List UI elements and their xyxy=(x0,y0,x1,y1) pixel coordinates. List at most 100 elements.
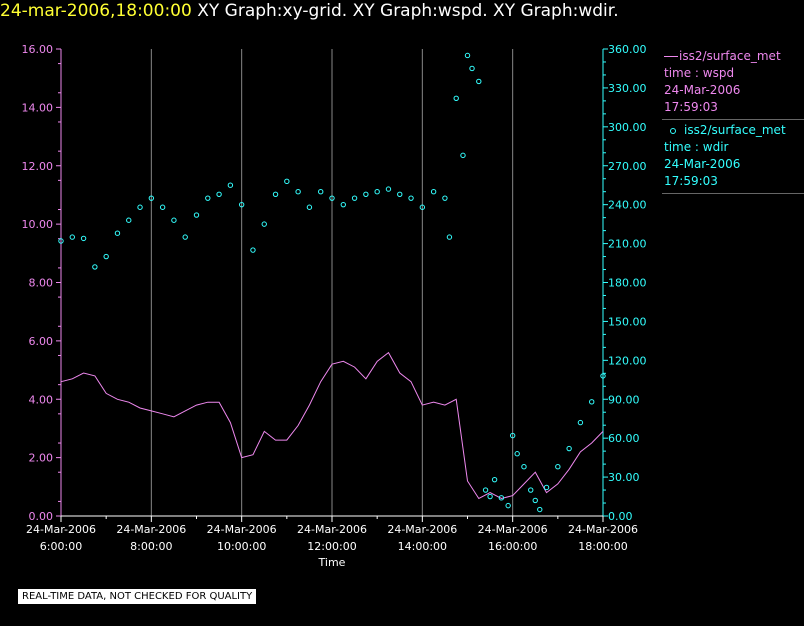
series-wdir-point xyxy=(514,451,520,457)
x-tick-label-date: 24-Mar-2006 xyxy=(387,523,457,536)
series-wdir-point xyxy=(340,201,346,208)
legend-source-wspd: iss2/surface_met xyxy=(679,49,781,63)
series-wdir-point xyxy=(238,201,245,208)
right-y-tick-label: 240.00 xyxy=(608,199,647,212)
x-tick-label-date: 24-Mar-2006 xyxy=(297,523,367,536)
series-wdir-point xyxy=(69,234,75,240)
legend-variable-wspd: time : wspd xyxy=(664,66,735,80)
x-tick-label-date: 24-Mar-2006 xyxy=(478,523,548,536)
series-wdir-point xyxy=(566,445,572,452)
right-y-tick-label: 270.00 xyxy=(608,160,647,173)
left-y-tick-label: 4.00 xyxy=(29,393,54,406)
legend-variable-wdir: time : wdir xyxy=(664,140,729,154)
series-wdir-point xyxy=(537,506,543,513)
series-wdir-point xyxy=(272,191,279,197)
series-wdir-point xyxy=(487,493,493,500)
series-wdir-point xyxy=(261,221,267,227)
right-y-tick-label: 330.00 xyxy=(608,82,647,95)
graph-list-label: XY Graph:xy-grid. XY Graph:wspd. XY Grap… xyxy=(197,1,619,21)
series-wdir-point xyxy=(476,78,482,85)
series-wdir-point xyxy=(126,217,132,223)
right-y-tick-label: 120.00 xyxy=(608,354,647,367)
series-wdir-point xyxy=(532,497,538,504)
right-y-tick-label: 30.00 xyxy=(608,471,640,484)
left-y-tick-label: 12.00 xyxy=(22,160,54,173)
legend-time-wdir: 17:59:03 xyxy=(664,174,718,188)
series-wdir-point xyxy=(58,238,64,244)
series-wdir-point xyxy=(351,195,358,201)
line-swatch-icon xyxy=(664,56,678,57)
right-y-tick-label: 90.00 xyxy=(608,393,640,406)
series-wdir-point xyxy=(453,95,459,101)
series-wdir-point xyxy=(329,195,335,201)
chart-title-bar: 24-mar-2006,18:00:00 XY Graph:xy-grid. X… xyxy=(0,0,804,26)
series-wdir-point xyxy=(137,204,143,210)
legend: iss2/surface_met time : wspd 24-Mar-2006… xyxy=(662,46,804,194)
series-wdir-point xyxy=(103,253,109,260)
series-wdir-point xyxy=(250,247,256,253)
x-tick-label-date: 24-Mar-2006 xyxy=(207,523,277,536)
series-wdir-point xyxy=(419,204,426,210)
x-axis-title: Time xyxy=(318,556,346,569)
left-y-tick-label: 6.00 xyxy=(29,335,54,348)
legend-date-wspd: 24-Mar-2006 xyxy=(664,83,741,97)
series-wdir-point xyxy=(460,152,466,159)
left-y-tick-label: 2.00 xyxy=(29,452,54,465)
x-tick-label-date: 24-Mar-2006 xyxy=(26,523,96,536)
series-wdir-point xyxy=(464,52,471,59)
series-wdir-point xyxy=(528,487,534,493)
series-wdir-point xyxy=(505,502,511,509)
x-tick-label-time: 14:00:00 xyxy=(398,540,447,553)
x-tick-label-time: 10:00:00 xyxy=(217,540,266,553)
series-wdir-point xyxy=(114,230,121,236)
series-wdir-point xyxy=(159,204,166,210)
series-wdir-point xyxy=(397,191,403,197)
series-wdir-point xyxy=(408,195,414,201)
right-y-tick-label: 360.00 xyxy=(608,43,647,56)
left-y-tick-label: 10.00 xyxy=(22,218,54,231)
legend-date-wdir: 24-Mar-2006 xyxy=(664,157,741,171)
x-tick-label-time: 18:00:00 xyxy=(578,540,627,553)
timestamp-label: 24-mar-2006,18:00:00 xyxy=(0,1,192,21)
series-wdir-point xyxy=(80,235,87,242)
series-wdir-point xyxy=(589,399,595,405)
series-wdir-point xyxy=(469,65,475,72)
series-wdir-point xyxy=(600,373,606,379)
series-wdir-point xyxy=(284,178,290,185)
series-wdir-point xyxy=(193,212,200,218)
left-y-tick-label: 16.00 xyxy=(22,43,54,56)
x-tick-label-date: 24-Mar-2006 xyxy=(116,523,186,536)
right-y-tick-label: 0.00 xyxy=(608,510,633,523)
x-tick-label-time: 16:00:00 xyxy=(488,540,537,553)
series-wdir-point xyxy=(205,195,211,201)
legend-time-wspd: 17:59:03 xyxy=(664,100,718,114)
left-y-tick-label: 14.00 xyxy=(22,101,54,114)
right-y-tick-label: 150.00 xyxy=(608,315,647,328)
x-tick-label-date: 24-Mar-2006 xyxy=(568,523,638,536)
series-wdir-point xyxy=(306,204,313,210)
series-wdir-point xyxy=(442,195,448,201)
series-wdir-point xyxy=(491,476,498,483)
x-tick-label-time: 6:00:00 xyxy=(40,540,82,553)
series-wdir-point xyxy=(216,191,222,197)
series-wdir-point xyxy=(318,188,324,195)
series-wspd-line xyxy=(60,351,604,500)
series-wdir-point xyxy=(227,182,234,188)
right-y-tick-label: 210.00 xyxy=(608,238,647,251)
series-wdir-point xyxy=(521,464,527,470)
series-wdir-point xyxy=(182,234,188,240)
series-wdir-point xyxy=(498,495,505,501)
quality-notice: REAL-TIME DATA, NOT CHECKED FOR QUALITY xyxy=(18,589,257,604)
series-wdir-point xyxy=(509,432,516,439)
series-wdir-point xyxy=(482,487,489,493)
circle-marker-icon xyxy=(670,127,676,134)
legend-entry-wspd: iss2/surface_met time : wspd 24-Mar-2006… xyxy=(662,46,804,120)
x-tick-label-time: 12:00:00 xyxy=(307,540,356,553)
series-wdir-point xyxy=(555,464,561,470)
series-wdir-point xyxy=(385,186,392,192)
series-wdir-point xyxy=(430,188,437,195)
series-wdir-point xyxy=(92,264,98,270)
series-wdir-point xyxy=(363,191,369,197)
left-y-tick-label: 8.00 xyxy=(29,277,54,290)
